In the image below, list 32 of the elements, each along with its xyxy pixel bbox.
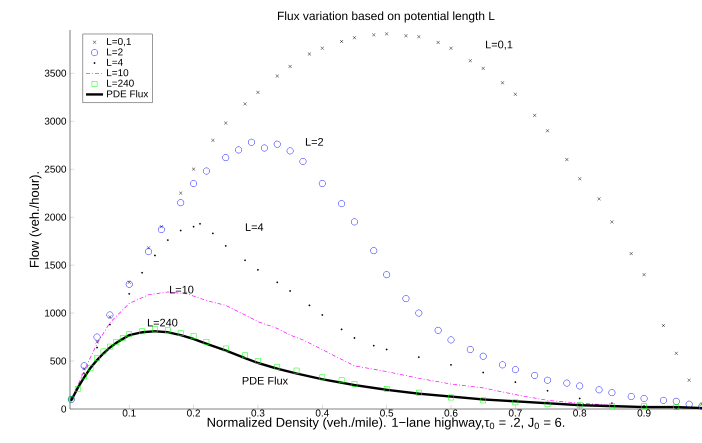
x-axis-title: Normalized Density (veh./mile). 1−lane highway,τ$_{0}$ = .2, J$_{0}$ = 6. bbox=[208, 417, 564, 430]
x-tick-label: 0.8 bbox=[573, 410, 586, 417]
annotation: PDE Flux bbox=[242, 376, 288, 385]
x-tick-label: 0.1 bbox=[122, 410, 136, 417]
y-tick-label: 2500 bbox=[44, 166, 66, 173]
y-tick-label: 3000 bbox=[44, 118, 66, 125]
y-tick-label: 500 bbox=[50, 358, 66, 365]
legend-label: L=2 bbox=[107, 48, 123, 56]
chart-title: Flux variation based on potential length L bbox=[278, 11, 495, 22]
x-tick-label: 0.3 bbox=[251, 410, 264, 417]
y-tick-label: 0 bbox=[61, 405, 66, 413]
x-tick-label: 0.4 bbox=[316, 410, 329, 417]
x-tick-label: 0.6 bbox=[444, 410, 458, 417]
legend-label: L=10 bbox=[107, 69, 128, 76]
legend-label: L=0,1 bbox=[107, 38, 131, 46]
legend-label: PDE Flux bbox=[107, 90, 148, 98]
x-tick-label: 0.9 bbox=[638, 410, 651, 417]
x-tick-label: 0.5 bbox=[380, 410, 394, 417]
y-tick-label: 3500 bbox=[44, 70, 66, 77]
x-tick-label: 0.7 bbox=[508, 410, 522, 417]
y-tick-label: 1500 bbox=[45, 262, 66, 269]
annotation: L=4 bbox=[246, 223, 264, 231]
annotation: L=10 bbox=[170, 286, 194, 294]
annotation: L=2 bbox=[306, 138, 324, 146]
y-axis-title: Flow (veh./hour). bbox=[29, 172, 42, 268]
legend-label: L=4 bbox=[107, 58, 123, 66]
legend-label: L=240 bbox=[107, 80, 134, 87]
y-tick-label: 2000 bbox=[44, 214, 66, 221]
y-tick-label: 1000 bbox=[45, 310, 66, 317]
x-tick-label: 0.2 bbox=[187, 410, 200, 417]
annotation: L=240 bbox=[148, 318, 178, 326]
annotation: L=0,1 bbox=[486, 40, 512, 50]
